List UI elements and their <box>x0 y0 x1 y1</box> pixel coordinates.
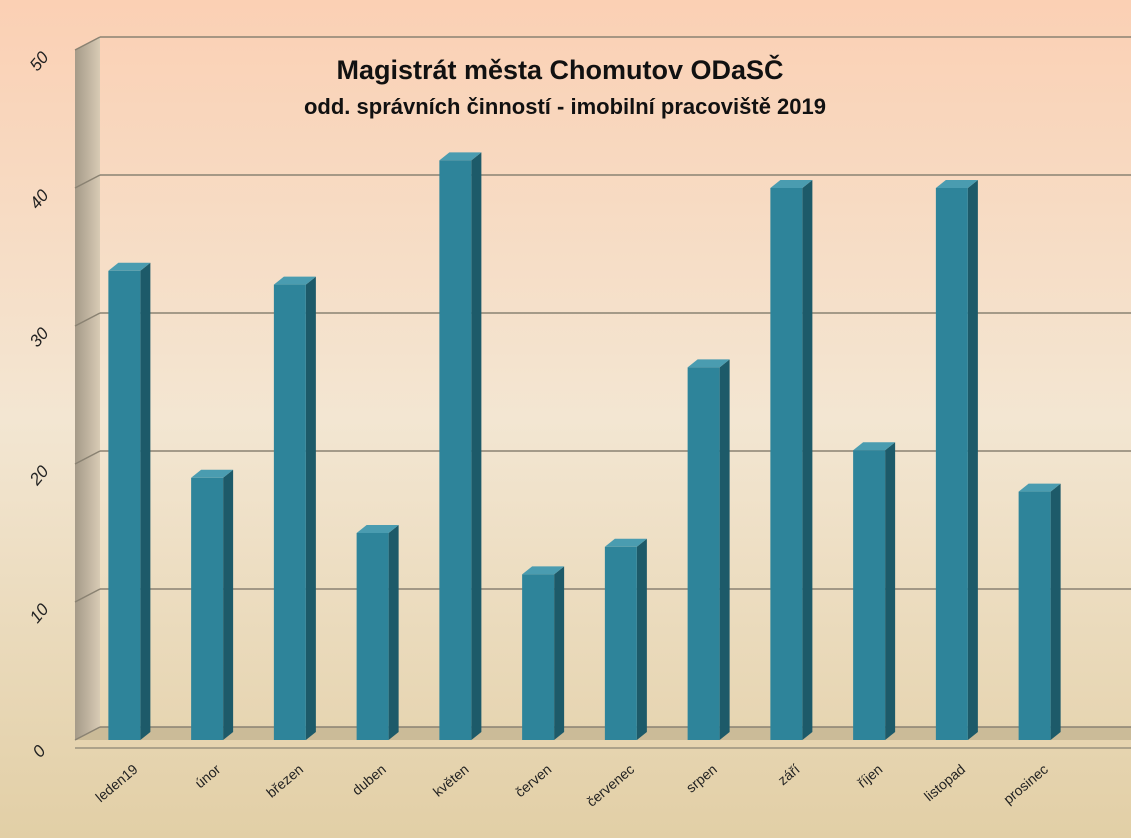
bar-side <box>636 538 647 740</box>
bar <box>356 525 399 740</box>
bar <box>522 566 565 740</box>
bar-front <box>191 477 224 740</box>
bar-side <box>554 566 565 740</box>
bar-side <box>967 180 978 740</box>
bar <box>1018 483 1061 740</box>
chart-subtitle: odd. správních činností - imobilní praco… <box>304 94 826 119</box>
bar-side <box>471 152 482 740</box>
bar-front <box>853 450 886 740</box>
bar <box>439 152 482 740</box>
bar <box>108 262 151 740</box>
bar-side <box>802 180 813 740</box>
bar-top <box>935 180 978 188</box>
bar <box>191 469 234 740</box>
grid-line-side <box>74 174 101 189</box>
bar-front <box>604 546 637 740</box>
grid-line-side <box>74 312 101 327</box>
grid-line-side <box>74 588 101 603</box>
bar-top <box>770 180 813 188</box>
bar-side <box>388 525 399 740</box>
bar-top <box>439 152 482 161</box>
bar-side <box>223 469 234 740</box>
bar-front <box>522 574 555 740</box>
bar-front <box>687 367 720 740</box>
bar-front <box>439 160 472 740</box>
bar-top <box>108 262 151 271</box>
bar-top <box>853 442 896 451</box>
bar-front <box>356 533 389 740</box>
bar-top <box>1018 483 1061 492</box>
bar-side <box>1050 483 1061 740</box>
bar <box>273 276 316 740</box>
bar-front <box>770 188 803 740</box>
bar-side <box>719 359 730 740</box>
bar-side <box>885 442 896 740</box>
side-wall <box>75 37 100 740</box>
grid-line-side <box>74 36 101 51</box>
grid-line-side <box>74 450 101 465</box>
bar <box>687 359 730 740</box>
bar-top <box>522 566 565 575</box>
chart-title: Magistrát města Chomutov ODaSČ <box>336 54 783 85</box>
bar-top <box>687 359 730 368</box>
bar-top <box>356 525 399 533</box>
bar-side <box>140 262 151 740</box>
bar-top <box>191 469 234 478</box>
bar <box>853 442 896 740</box>
bar <box>935 180 978 740</box>
grid-line-side <box>74 726 101 741</box>
bar-front <box>273 284 306 740</box>
bar-top <box>273 276 316 285</box>
bar <box>770 180 813 740</box>
bar-top <box>604 538 647 547</box>
bar-front <box>1018 491 1051 740</box>
bar <box>604 538 647 740</box>
bar-side <box>305 276 316 740</box>
bar-front <box>108 270 141 740</box>
bar-front <box>935 188 968 740</box>
